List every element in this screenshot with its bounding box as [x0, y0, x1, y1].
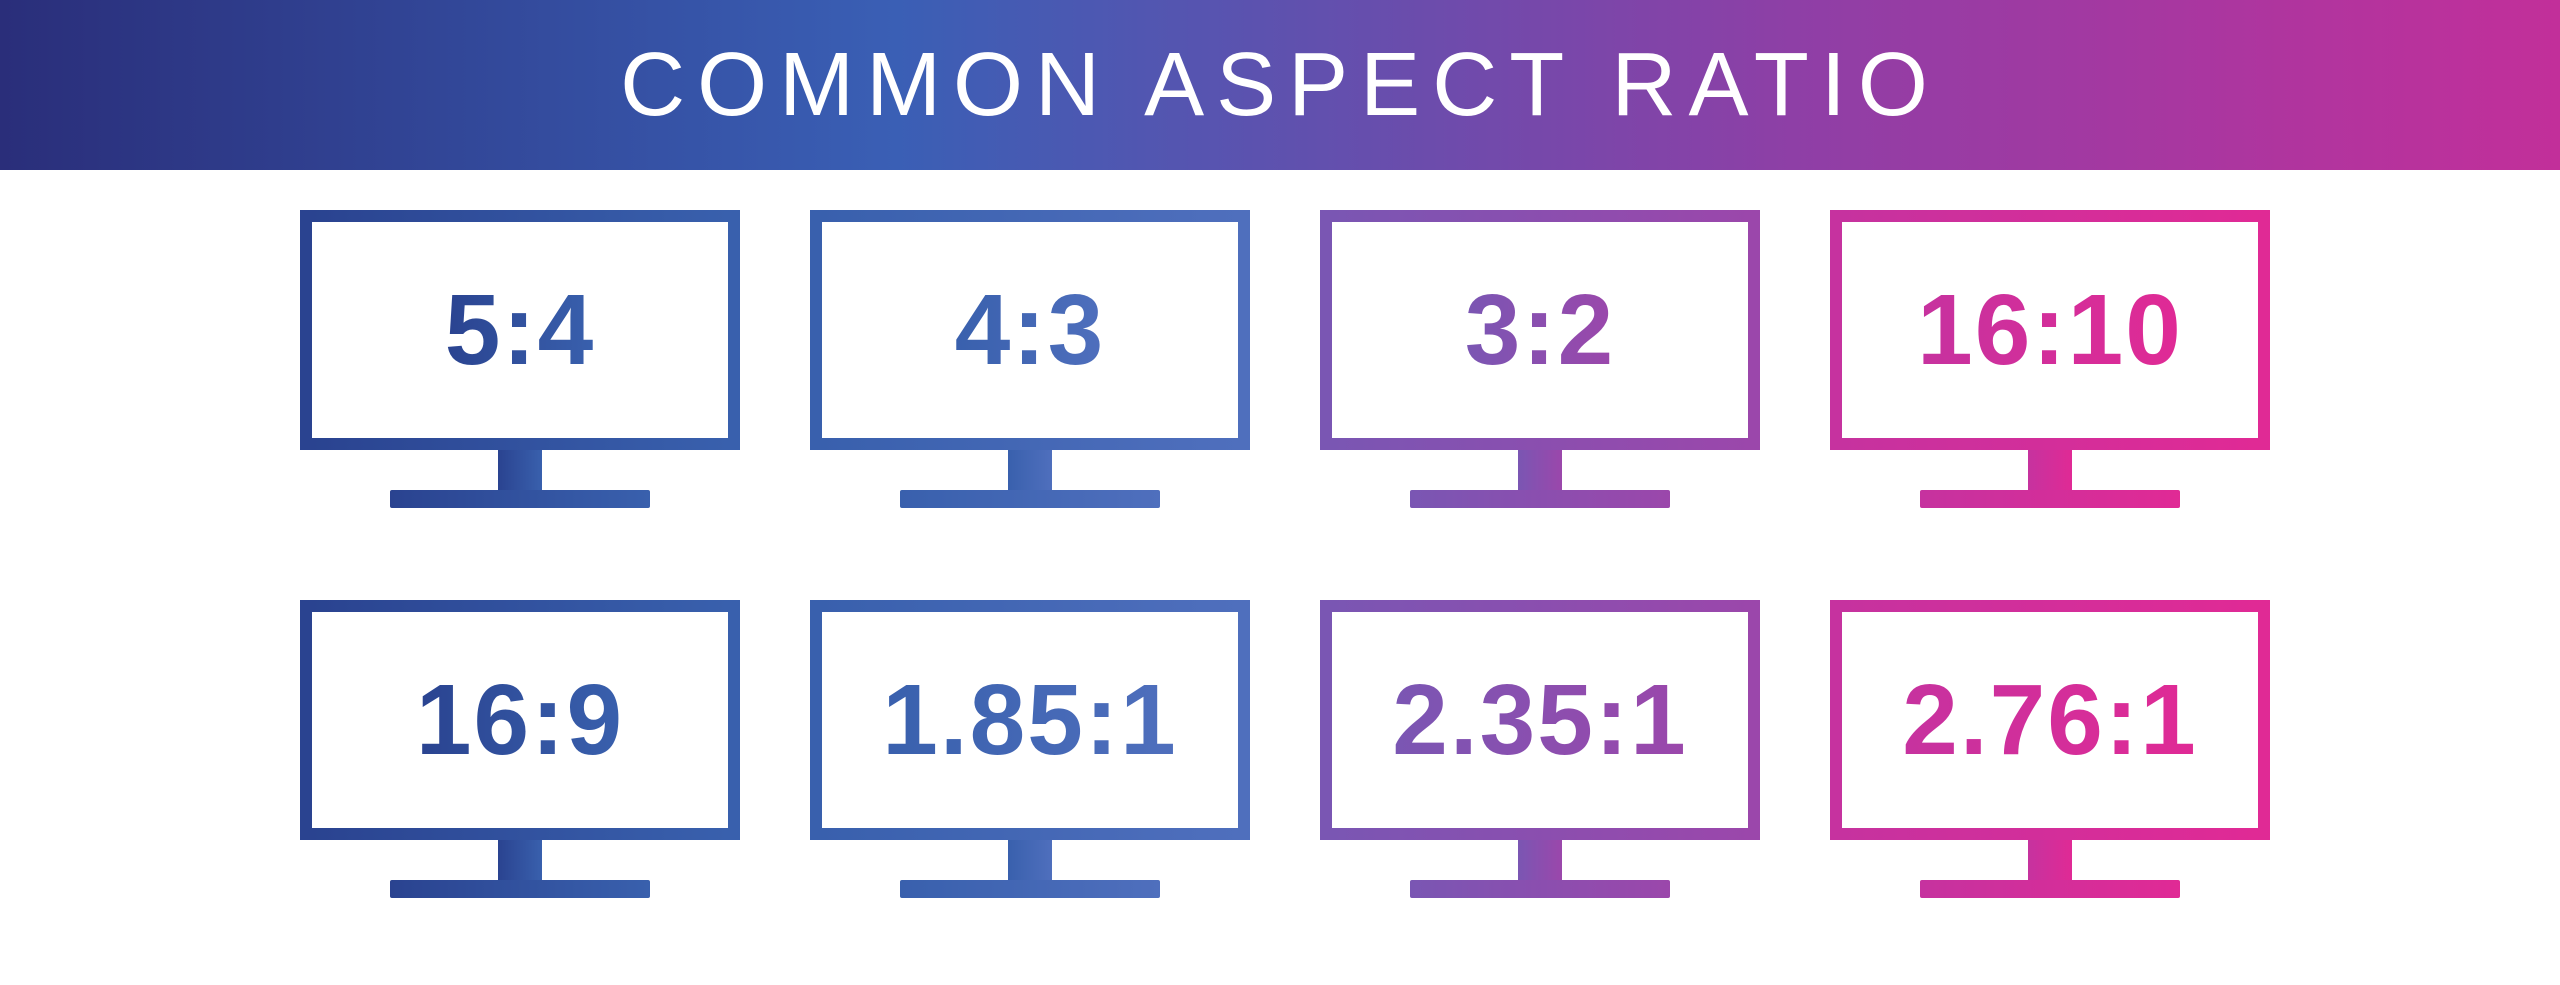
monitor-screen: 16:9 [300, 600, 740, 840]
ratio-label: 16:9 [416, 663, 624, 778]
header-banner: COMMON ASPECT RATIO [0, 0, 2560, 170]
ratio-grid: 5:4 4:3 3:2 16:10 16:9 1.85:1 2.35:1 2.76:1 [0, 170, 2560, 930]
monitor-screen: 2.35:1 [1320, 600, 1760, 840]
monitor-stand-base [1920, 880, 2180, 898]
monitor-stand-base [390, 880, 650, 898]
monitor-stand-neck [498, 450, 542, 490]
monitor-icon: 16:9 [300, 600, 740, 930]
ratio-card: 4:3 [810, 210, 1250, 540]
monitor-icon: 4:3 [810, 210, 1250, 540]
monitor-screen: 4:3 [810, 210, 1250, 450]
monitor-stand-neck [2028, 450, 2072, 490]
page-title: COMMON ASPECT RATIO [620, 34, 1940, 137]
monitor-icon: 5:4 [300, 210, 740, 540]
ratio-card: 16:10 [1830, 210, 2270, 540]
ratio-label: 3:2 [1465, 273, 1616, 388]
ratio-label: 2.76:1 [1902, 663, 2198, 778]
ratio-label: 4:3 [955, 273, 1106, 388]
ratio-label: 16:10 [1917, 273, 2183, 388]
monitor-icon: 2.76:1 [1830, 600, 2270, 930]
monitor-stand-neck [1518, 450, 1562, 490]
monitor-stand-base [900, 490, 1160, 508]
monitor-screen: 16:10 [1830, 210, 2270, 450]
monitor-icon: 2.35:1 [1320, 600, 1760, 930]
ratio-label: 1.85:1 [882, 663, 1178, 778]
monitor-stand-neck [498, 840, 542, 880]
ratio-label: 2.35:1 [1392, 663, 1688, 778]
monitor-icon: 1.85:1 [810, 600, 1250, 930]
monitor-stand-neck [1518, 840, 1562, 880]
monitor-stand-base [1410, 880, 1670, 898]
monitor-stand-base [1410, 490, 1670, 508]
monitor-stand-base [390, 490, 650, 508]
monitor-stand-neck [1008, 450, 1052, 490]
monitor-icon: 3:2 [1320, 210, 1760, 540]
ratio-card: 5:4 [300, 210, 740, 540]
ratio-card: 2.35:1 [1320, 600, 1760, 930]
ratio-card: 3:2 [1320, 210, 1760, 540]
monitor-stand-neck [2028, 840, 2072, 880]
monitor-screen: 5:4 [300, 210, 740, 450]
monitor-screen: 3:2 [1320, 210, 1760, 450]
monitor-screen: 1.85:1 [810, 600, 1250, 840]
ratio-card: 16:9 [300, 600, 740, 930]
monitor-stand-neck [1008, 840, 1052, 880]
monitor-icon: 16:10 [1830, 210, 2270, 540]
monitor-screen: 2.76:1 [1830, 600, 2270, 840]
ratio-label: 5:4 [445, 273, 596, 388]
ratio-card: 1.85:1 [810, 600, 1250, 930]
monitor-stand-base [1920, 490, 2180, 508]
monitor-stand-base [900, 880, 1160, 898]
ratio-card: 2.76:1 [1830, 600, 2270, 930]
